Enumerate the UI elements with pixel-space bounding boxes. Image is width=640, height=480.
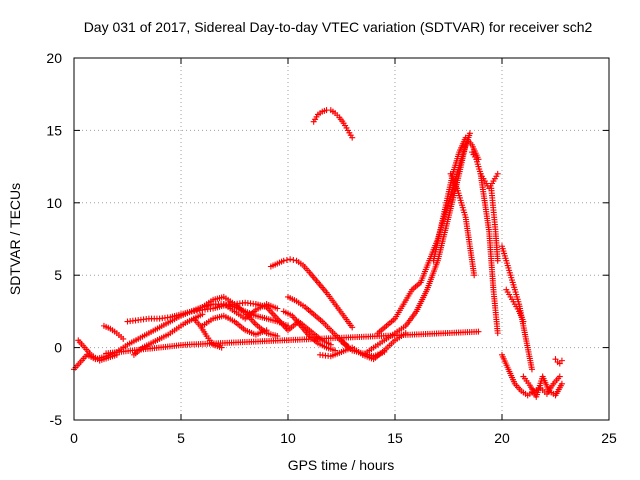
y-tick-label: 20: [46, 50, 62, 66]
data-point-marker: [475, 328, 482, 335]
data-point-marker: [466, 130, 473, 137]
data-point-marker: [280, 257, 287, 264]
data-point-marker: [558, 380, 565, 387]
data-point-marker: [494, 330, 501, 337]
axis-ticks: 0 5 10 15 20 25 -5 0 5 10 15 20: [46, 50, 617, 446]
data-point-marker: [120, 335, 127, 342]
y-tick-label: 0: [54, 340, 62, 356]
data-point-marker: [274, 333, 281, 340]
data-point-marker: [381, 348, 388, 355]
data-point-marker: [349, 324, 356, 331]
data-point-marker: [263, 327, 270, 334]
grid-lines: [74, 58, 609, 420]
data-point-marker: [494, 257, 501, 264]
data-point-marker: [494, 170, 501, 177]
data-point-marker: [290, 256, 297, 263]
plot-frame: [73, 57, 610, 421]
x-tick-label: 10: [280, 430, 296, 446]
data-point-marker: [349, 134, 356, 141]
x-tick-label: 25: [601, 430, 617, 446]
data-point-marker: [274, 305, 281, 312]
data-points: [71, 107, 565, 400]
y-tick-label: -5: [50, 412, 63, 428]
data-point-marker: [218, 344, 225, 351]
x-axis-label: GPS time / hours: [288, 457, 395, 473]
y-tick-label: 10: [46, 195, 62, 211]
y-tick-label: 5: [54, 267, 62, 283]
data-point-marker: [520, 318, 527, 325]
data-point-marker: [528, 366, 535, 373]
x-tick-label: 20: [494, 430, 510, 446]
x-tick-label: 5: [177, 430, 185, 446]
chart-title: Day 031 of 2017, Sidereal Day-to-day VTE…: [84, 19, 593, 35]
data-point-marker: [283, 256, 290, 263]
x-tick-label: 0: [70, 430, 78, 446]
y-tick-label: 15: [46, 122, 62, 138]
data-point-marker: [287, 256, 294, 263]
y-axis-label: SDTVAR / TECUs: [7, 183, 23, 295]
data-point-marker: [199, 311, 206, 318]
data-point-marker: [558, 357, 565, 364]
data-point-marker: [556, 373, 563, 380]
x-tick-label: 15: [387, 430, 403, 446]
data-point-marker: [471, 272, 478, 279]
